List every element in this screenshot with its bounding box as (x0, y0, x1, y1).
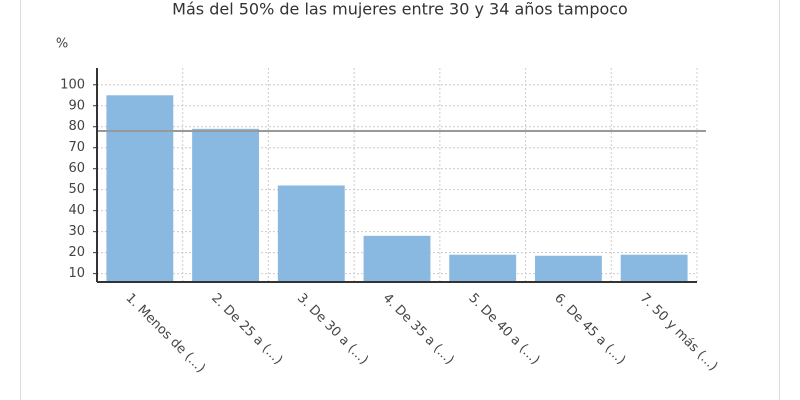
x-tick-label: 5. De 40 a (...) (465, 291, 542, 368)
bar (620, 254, 688, 282)
x-tick-label: 7. 50 y más (...) (637, 291, 721, 375)
y-tick-label: 90 (68, 98, 85, 113)
panel-border (20, 0, 780, 400)
x-tick-label: 2. De 25 a (...) (208, 291, 285, 368)
y-tick-label: 20 (68, 245, 85, 260)
y-tick-label: 40 (68, 203, 85, 218)
y-tick-label: 30 (68, 224, 85, 239)
y-tick-label: 70 (68, 140, 85, 155)
y-tick-label: 80 (68, 119, 85, 134)
y-axis-label: % (56, 37, 68, 52)
x-tick-label: 6. De 45 a (...) (551, 291, 628, 368)
bar (449, 254, 517, 282)
y-tick-label: 100 (60, 77, 85, 92)
x-tick-label: 4. De 35 a (...) (380, 291, 457, 368)
chart-title: Más del 50% de las mujeres entre 30 y 34… (172, 0, 628, 19)
y-tick-label: 60 (68, 161, 85, 176)
y-tick-label: 10 (68, 266, 85, 281)
bar (363, 235, 431, 282)
x-tick-label: 1. Menos de (...) (123, 291, 208, 376)
y-tick-label: 50 (68, 182, 85, 197)
bar (192, 128, 259, 282)
bar (277, 185, 345, 282)
bar (535, 255, 602, 282)
bar (106, 95, 174, 283)
x-tick-label: 3. De 30 a (...) (294, 291, 371, 368)
